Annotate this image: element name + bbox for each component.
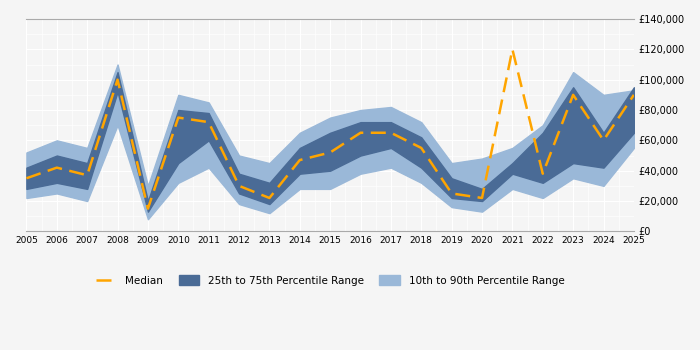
Median: [508, 47, 517, 51]
Median: [447, 191, 456, 196]
Median: [295, 158, 304, 162]
Median: [234, 184, 243, 188]
Median: [386, 131, 395, 135]
Median: [417, 146, 426, 150]
Median: [265, 196, 274, 200]
Line: Median: Median: [27, 49, 634, 209]
Median: [630, 93, 638, 97]
Median: [356, 131, 365, 135]
Median: [204, 120, 213, 124]
Median: [83, 173, 92, 177]
Median: [22, 176, 31, 180]
Median: [326, 150, 335, 155]
Median: [52, 166, 61, 170]
Median: [144, 206, 152, 211]
Median: [538, 172, 547, 176]
Median: [113, 78, 122, 82]
Legend: Median, 25th to 75th Percentile Range, 10th to 90th Percentile Range: Median, 25th to 75th Percentile Range, 1…: [92, 271, 568, 290]
Median: [599, 138, 608, 142]
Median: [569, 93, 577, 97]
Median: [174, 116, 183, 120]
Median: [478, 196, 486, 200]
